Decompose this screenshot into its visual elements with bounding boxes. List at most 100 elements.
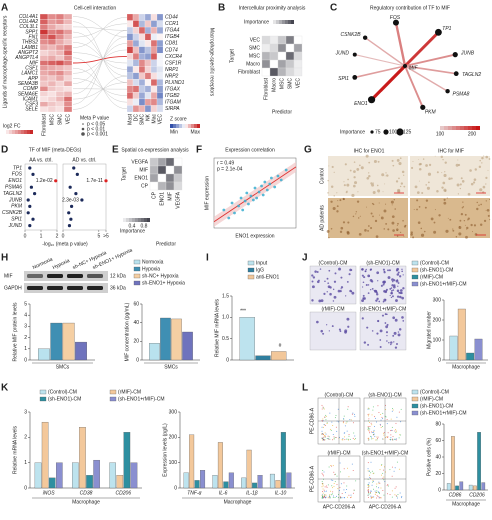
event: [387, 485, 389, 487]
event: [385, 409, 387, 411]
y-tick-label: 40: [435, 454, 441, 460]
event: [327, 497, 329, 499]
x-tick-label: CD38: [80, 490, 93, 496]
legend-gradient: [15, 130, 18, 134]
event: [324, 432, 326, 434]
heat-cell: [138, 26, 146, 34]
cell: [363, 341, 367, 344]
cell: [392, 316, 396, 320]
row-label: CSNK2B: [2, 210, 23, 216]
heat-cell: [277, 43, 287, 53]
row-label: ITGB4: [165, 34, 180, 40]
cell: [397, 282, 400, 284]
p-label: 1.2e-02: [36, 178, 53, 184]
event: [370, 431, 372, 433]
bar: [241, 477, 247, 489]
col-label: SMC: [287, 78, 293, 90]
cell: [392, 334, 395, 337]
event: [344, 436, 346, 438]
event: [372, 473, 374, 475]
bar: [149, 343, 160, 361]
heat-cell: [157, 157, 167, 167]
event: [322, 483, 324, 485]
node-label: PKM: [425, 109, 437, 115]
event: [372, 406, 374, 408]
event: [324, 435, 326, 437]
texture: [442, 181, 446, 185]
event: [385, 416, 387, 418]
row-label: ITGB2: [165, 93, 180, 99]
node-label: CSNK2B: [341, 32, 362, 38]
link: [72, 26, 128, 31]
heat-cell: [47, 106, 57, 113]
texture: [372, 215, 374, 218]
cell: [389, 294, 391, 297]
event: [321, 496, 323, 498]
event: [348, 439, 350, 441]
event: [323, 439, 325, 441]
event: [322, 488, 324, 490]
event: [322, 497, 324, 499]
link: [72, 52, 128, 64]
heat-cell: [150, 13, 158, 21]
event: [400, 421, 402, 423]
band: [67, 286, 83, 290]
row-label: LAMB1: [22, 45, 39, 51]
texture: [464, 213, 467, 216]
event: [400, 434, 402, 436]
heat-cell: [39, 70, 49, 77]
y-tick-label: 2: [24, 335, 27, 341]
texture: [474, 168, 477, 171]
heat-cell: [156, 66, 164, 73]
texture: [380, 216, 384, 220]
x-tick-label: 5: [97, 233, 100, 239]
bar: [280, 432, 286, 489]
heat-cell: [126, 72, 134, 80]
bar: [189, 434, 195, 489]
heat-cell: [173, 157, 183, 167]
event: [380, 464, 382, 466]
heat-cell: [63, 49, 73, 56]
texture: [487, 169, 489, 171]
legend-label: (sh-ENO1)-CM: [420, 267, 453, 273]
legend-gradient: [173, 124, 176, 128]
cell: [345, 295, 347, 297]
event: [324, 439, 326, 441]
cell: [346, 280, 349, 283]
cell: [362, 281, 365, 284]
texture: [436, 190, 439, 193]
texture: [359, 215, 361, 217]
heat-cell: [149, 165, 159, 175]
event: [376, 490, 378, 492]
cell: [318, 299, 322, 303]
heat-cell: [149, 173, 159, 183]
heat-cell: [47, 39, 57, 46]
legend-gradient: [147, 218, 150, 222]
event: [323, 496, 325, 498]
panel-letter: L: [302, 383, 308, 394]
legend-label: (rMIF)-CM: [420, 274, 443, 280]
heat-cell: [55, 75, 65, 82]
cell: [398, 292, 400, 294]
y-tick-label: 100: [433, 337, 442, 343]
cell: [399, 295, 402, 299]
bar: [56, 462, 63, 489]
event: [353, 432, 355, 434]
link: [72, 49, 128, 74]
cell: [333, 280, 337, 283]
heat-cell: [156, 53, 164, 60]
event: [384, 480, 386, 482]
legend-dot: [82, 123, 84, 125]
legend-gradient: [476, 126, 480, 130]
heat-cell: [156, 33, 164, 41]
x-tick-label: CD86: [449, 492, 462, 498]
event: [325, 433, 327, 435]
y-tick-label: 0: [24, 357, 27, 363]
texture: [446, 197, 448, 199]
plot-frame: [213, 157, 297, 229]
texture: [385, 222, 388, 225]
event: [369, 474, 371, 476]
row-label: COL4A2: [19, 19, 38, 25]
event: [370, 436, 372, 438]
cell: [374, 289, 377, 293]
